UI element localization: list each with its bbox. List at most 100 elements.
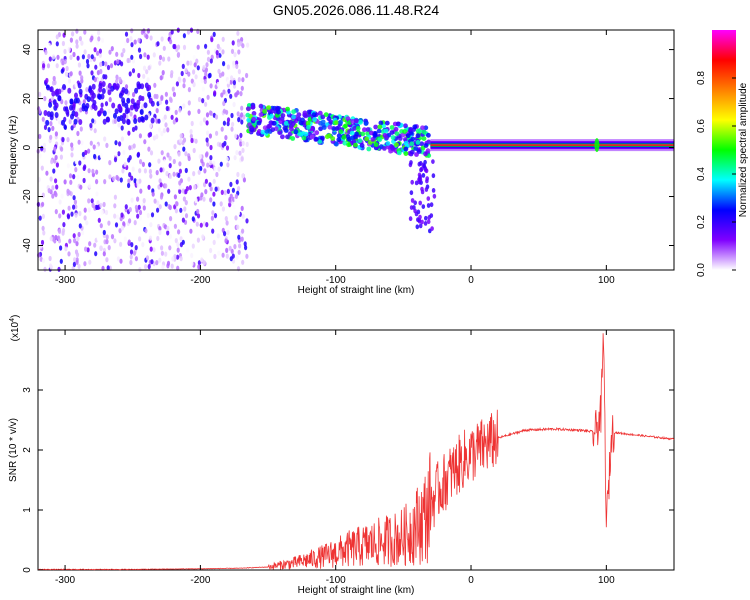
spectrogram-cell bbox=[162, 45, 166, 51]
spectrogram-cell bbox=[415, 133, 421, 139]
spectrogram-cell bbox=[220, 189, 224, 195]
spectrogram-cell bbox=[81, 105, 86, 112]
spectrogram-cell bbox=[197, 260, 201, 266]
spectrogram-cell bbox=[414, 180, 419, 186]
spectrogram-cell bbox=[69, 54, 73, 61]
spectrogram-cell bbox=[149, 222, 153, 228]
spectrogram-cell bbox=[86, 63, 90, 69]
spectrogram-cell bbox=[215, 130, 219, 136]
spectrogram-cell bbox=[193, 184, 197, 190]
spectrogram-cell bbox=[158, 257, 162, 263]
spectrogram-cell bbox=[237, 49, 241, 55]
spectrogram-cell bbox=[115, 78, 119, 85]
spectrogram-cell bbox=[54, 154, 58, 161]
spectrogram-cell bbox=[93, 104, 98, 111]
spectrogram-cell bbox=[148, 168, 152, 175]
spectrogram-cell bbox=[138, 215, 143, 221]
spectrogram-cell bbox=[373, 142, 379, 148]
spectrogram-cell bbox=[360, 131, 366, 137]
spectrogram-cell bbox=[49, 176, 53, 182]
spectrogram-cell bbox=[209, 247, 213, 254]
spectrogram-cell bbox=[89, 89, 94, 96]
spectrogram-cell bbox=[334, 126, 340, 131]
spectrogram-cell bbox=[174, 109, 178, 115]
spectrogram-cell bbox=[51, 125, 55, 131]
spectrogram-cell bbox=[183, 206, 187, 212]
spectrogram-cell bbox=[55, 41, 59, 47]
spectrogram-cell bbox=[98, 86, 103, 93]
spectrogram-cell bbox=[149, 150, 154, 156]
spectrogram-cell bbox=[174, 208, 178, 214]
spectrogram-cell bbox=[76, 236, 80, 242]
spectrogram-cell bbox=[194, 197, 198, 204]
spectrogram-cell bbox=[365, 131, 371, 136]
spectrogram-cell bbox=[63, 124, 67, 130]
spectrogram-cell bbox=[234, 193, 238, 199]
spectrogram-cell bbox=[239, 132, 243, 138]
spectrogram-cell bbox=[137, 47, 142, 53]
spectrogram-cell bbox=[403, 123, 408, 129]
spectrogram-cell bbox=[191, 216, 195, 222]
spectrogram-cell bbox=[293, 129, 299, 135]
spectrogram-cell bbox=[142, 65, 147, 71]
spectrogram-cell bbox=[40, 239, 45, 246]
spectrogram-cell bbox=[230, 75, 234, 81]
spectrogram-cell bbox=[215, 148, 219, 154]
spectrogram-cell bbox=[266, 105, 272, 110]
spectrogram-cell bbox=[419, 161, 423, 166]
spectrogram-cell bbox=[54, 234, 58, 241]
spectrogram-cell bbox=[323, 112, 329, 117]
spectrogram-cell bbox=[403, 146, 409, 152]
spectrogram-cell bbox=[239, 141, 243, 147]
spectrogram-cell bbox=[128, 218, 132, 224]
snr-panel: -300 -200 -100 0 100 0 1 2 3 Height of straight… bbox=[8, 315, 675, 596]
spectrogram-cell bbox=[117, 122, 121, 128]
spectrogram-cell bbox=[213, 213, 218, 219]
spectrogram-cell bbox=[131, 58, 136, 64]
spectrogram-cell bbox=[227, 88, 231, 94]
spectrogram-cell bbox=[143, 91, 147, 97]
spectrogram-cell bbox=[130, 54, 134, 60]
spectrogram-cell bbox=[78, 160, 82, 166]
spectrogram-cell bbox=[145, 69, 149, 75]
spectrogram-cell bbox=[65, 109, 70, 115]
spectrogram-cell bbox=[121, 97, 126, 104]
spectrogram-cell bbox=[269, 113, 274, 119]
spectrogram-cell bbox=[230, 112, 234, 119]
spectrogram-cell bbox=[85, 220, 89, 226]
spectrogram-cell bbox=[46, 63, 51, 69]
spectrogram-cell bbox=[55, 34, 59, 40]
spectrogram-cell bbox=[221, 206, 225, 212]
spectrogram-cell bbox=[55, 162, 60, 168]
spectrogram-cell bbox=[158, 99, 162, 105]
spectrogram-cell bbox=[61, 40, 65, 47]
spectrogram-cell bbox=[179, 133, 183, 139]
spectrogram-cell bbox=[246, 117, 252, 123]
spectrogram-cell bbox=[104, 74, 108, 80]
spectrogram-cell bbox=[421, 204, 426, 210]
spectrogram-cell bbox=[93, 242, 97, 248]
spectrogram-cell bbox=[199, 222, 203, 228]
spectrogram-cell bbox=[124, 84, 129, 90]
spectrogram-cell bbox=[217, 68, 221, 74]
spectrogram-cell bbox=[149, 35, 153, 41]
spectrogram-cell bbox=[41, 116, 45, 122]
spectrogram-cell bbox=[73, 238, 77, 244]
spectrogram-cell bbox=[78, 88, 83, 95]
spectrogram-cell bbox=[168, 155, 172, 161]
spectrogram-cell bbox=[309, 134, 315, 140]
spectrogram-cell bbox=[196, 65, 200, 71]
spectrogram-cell bbox=[70, 152, 74, 158]
spectrogram-cell bbox=[121, 87, 126, 93]
spectrogram-cell bbox=[144, 228, 148, 234]
spectrogram-cell bbox=[206, 49, 210, 55]
spectrogram-cell bbox=[382, 133, 388, 138]
spectrogram-cell bbox=[377, 124, 383, 130]
spectrogram-cell bbox=[94, 64, 98, 70]
spectrogram-cell bbox=[222, 120, 226, 126]
spectrogram-cell bbox=[47, 127, 51, 133]
spectrogram-cell bbox=[138, 168, 142, 174]
spectrogram-cell bbox=[177, 229, 181, 235]
spectrogram-cell bbox=[195, 221, 199, 227]
spectrogram-cell bbox=[74, 159, 78, 165]
